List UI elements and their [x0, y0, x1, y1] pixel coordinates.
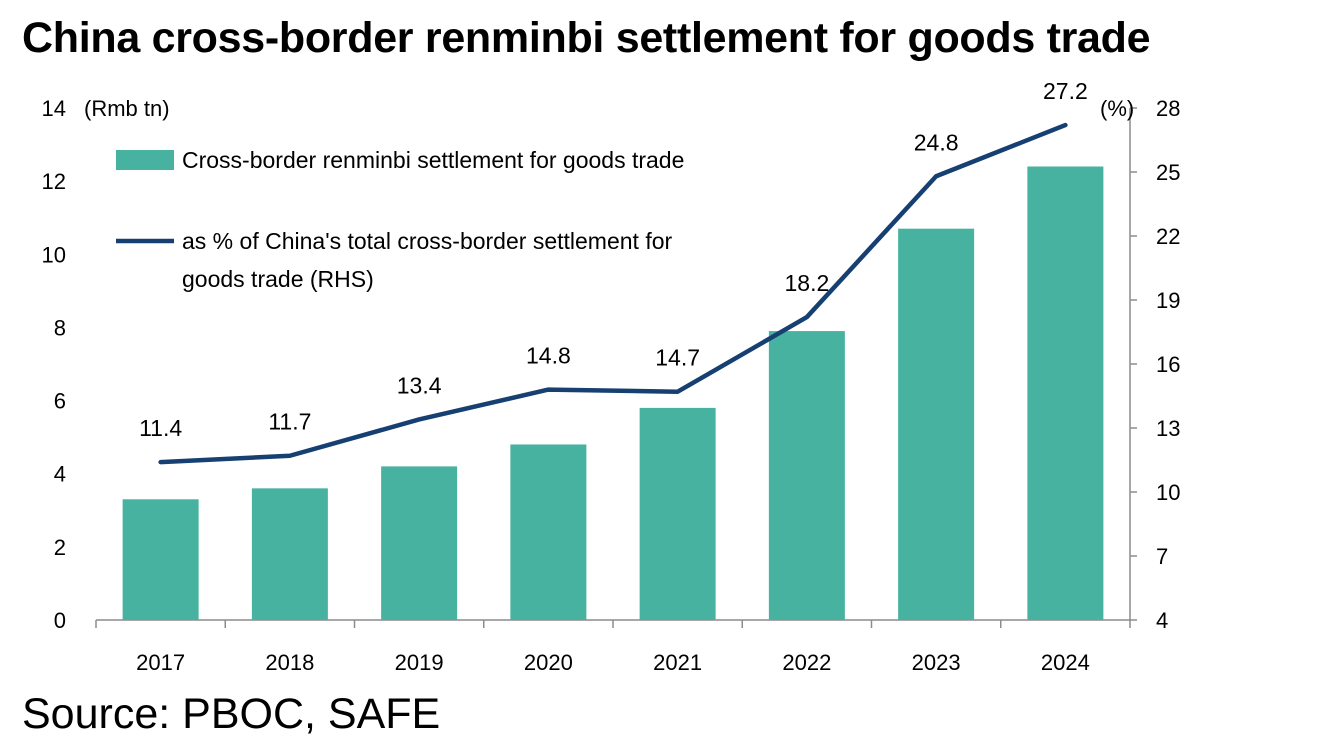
left-tick-label: 6: [54, 389, 66, 414]
bar-2018: [251, 488, 328, 620]
x-tick-label-2022: 2022: [782, 650, 831, 675]
right-tick-label: 4: [1156, 608, 1168, 633]
bar-series: [122, 166, 1104, 620]
data-label-2017: 11.4: [139, 415, 182, 441]
bar-2024: [1027, 166, 1104, 620]
bar-2022: [768, 331, 845, 620]
legend-line-label-line: goods trade (RHS): [182, 266, 374, 292]
data-label-2023: 24.8: [914, 129, 959, 155]
page-title: China cross-border renminbi settlement f…: [22, 14, 1151, 62]
right-tick-label: 22: [1156, 224, 1180, 249]
right-tick-label: 13: [1156, 416, 1180, 441]
line-series: [158, 122, 1068, 465]
bar-2023: [898, 228, 975, 620]
data-label-2019: 13.4: [397, 372, 442, 398]
x-tick-label-2017: 2017: [136, 650, 185, 675]
data-label-2024: 27.2: [1043, 78, 1088, 104]
source-note: Source: PBOC, SAFE: [22, 690, 441, 738]
line-path: [158, 122, 1068, 465]
left-tick-label: 14: [42, 96, 66, 121]
left-axis-ticks: 0 2 4 6 8 10 12 14: [42, 96, 66, 633]
legend: Cross-border renminbi settlement for goo…: [116, 147, 684, 292]
data-labels: 11.4 11.7 13.4 14.8 14.7 18.2 24.8 27.2: [139, 78, 1088, 441]
data-label-2020: 14.8: [526, 343, 571, 369]
right-tick-label: 25: [1156, 160, 1180, 185]
x-axis-ticks: 2017 2018 2019 2020 2021 2022 2023 2024: [136, 650, 1090, 675]
legend-line-label-line: as % of China's total cross-border settl…: [182, 228, 672, 254]
x-tick-label-2019: 2019: [395, 650, 444, 675]
right-axis-unit-label: (%): [1100, 96, 1134, 121]
data-label-2021: 14.7: [655, 345, 700, 371]
legend-bar-label-line: Cross-border renminbi settlement for goo…: [182, 147, 684, 173]
left-tick-label: 2: [54, 535, 66, 560]
left-axis-unit-label: (Rmb tn): [84, 96, 170, 121]
right-axis-ticks: 4 7 10 13 16 19 22 25 28: [1156, 96, 1180, 633]
right-tick-label: 7: [1156, 544, 1168, 569]
left-tick-label: 8: [54, 315, 66, 340]
left-tick-label: 12: [42, 169, 66, 194]
x-tick-label-2018: 2018: [265, 650, 314, 675]
data-label-2022: 18.2: [784, 270, 829, 296]
right-tick-label: 19: [1156, 288, 1180, 313]
right-tick-label: 16: [1156, 352, 1180, 377]
left-tick-label: 10: [42, 242, 66, 267]
x-tick-label-2024: 2024: [1041, 650, 1090, 675]
x-tick-label-2023: 2023: [912, 650, 961, 675]
bar-2019: [381, 466, 458, 620]
x-tick-label-2020: 2020: [524, 650, 573, 675]
data-label-2018: 11.7: [268, 409, 311, 435]
left-tick-label: 4: [54, 462, 66, 487]
left-tick-label: 0: [54, 608, 66, 633]
legend-bar-label: Cross-border renminbi settlement for goo…: [182, 147, 684, 173]
right-tick-label: 28: [1156, 96, 1180, 121]
x-tick-label-2021: 2021: [653, 650, 702, 675]
bar-2017: [122, 499, 199, 620]
bar-2021: [639, 407, 716, 620]
legend-bar-swatch: [116, 150, 174, 170]
legend-line-label: as % of China's total cross-border settl…: [182, 228, 672, 292]
bar-2020: [510, 444, 587, 620]
right-tick-label: 10: [1156, 480, 1180, 505]
